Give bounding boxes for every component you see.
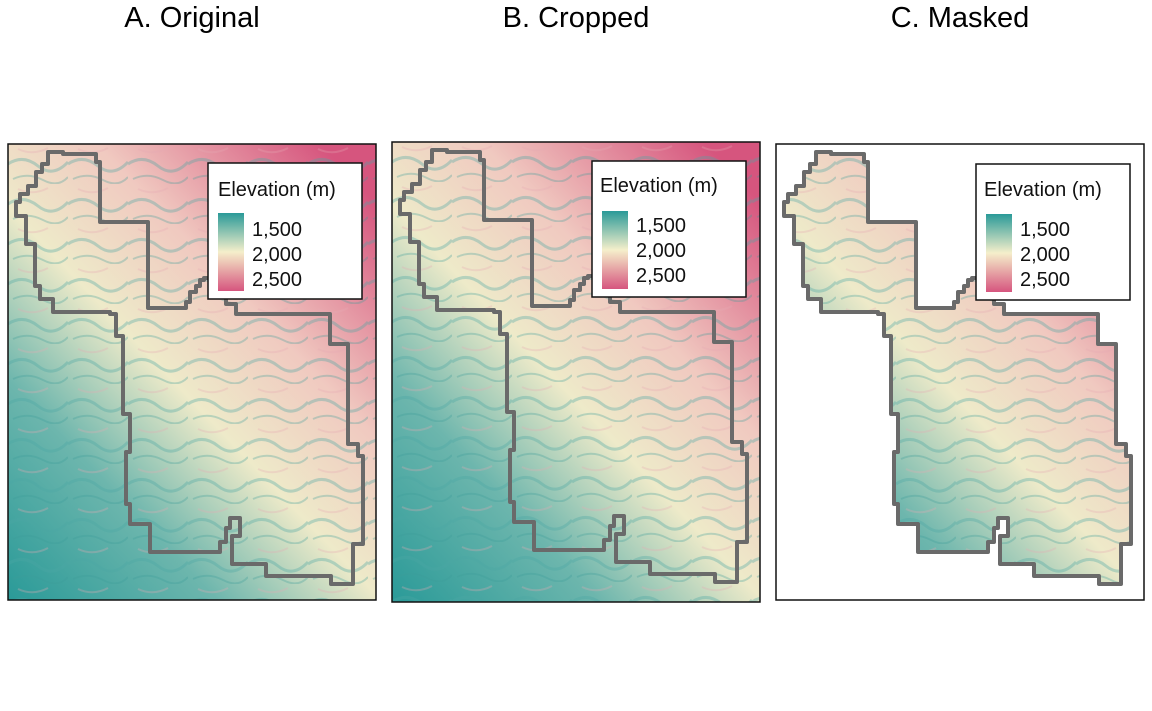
legend-title: Elevation (m) [600,175,718,197]
legend-colorbar [986,214,1012,292]
panel-title-a: A. Original [124,2,260,34]
legend-label-2500: 2,500 [252,269,302,291]
legend-a: Elevation (m) 1,500 2,000 2,500 [207,162,363,300]
legend-label-2500: 2,500 [636,265,686,287]
panel-title-b: B. Cropped [502,2,650,34]
panel-b-frame [391,141,761,603]
legend-colorbar [602,211,628,289]
panel-c-frame [775,143,1145,601]
legend-colorbar [218,213,244,291]
panel-a-frame [7,143,377,601]
legend-c: Elevation (m) 1,500 2,000 2,500 [975,163,1131,301]
legend-b: Elevation (m) 1,500 2,000 2,500 [591,160,747,298]
legend-label-2000: 2,000 [1020,244,1070,266]
panel-title-c: C. Masked [890,2,1030,34]
legend-title: Elevation (m) [218,179,336,201]
legend-label-2500: 2,500 [1020,269,1070,291]
legend-title: Elevation (m) [984,179,1102,201]
legend-label-1500: 1,500 [252,219,302,241]
legend-label-2000: 2,000 [636,240,686,262]
legend-label-1500: 1,500 [636,215,686,237]
legend-label-2000: 2,000 [252,244,302,266]
legend-label-1500: 1,500 [1020,219,1070,241]
